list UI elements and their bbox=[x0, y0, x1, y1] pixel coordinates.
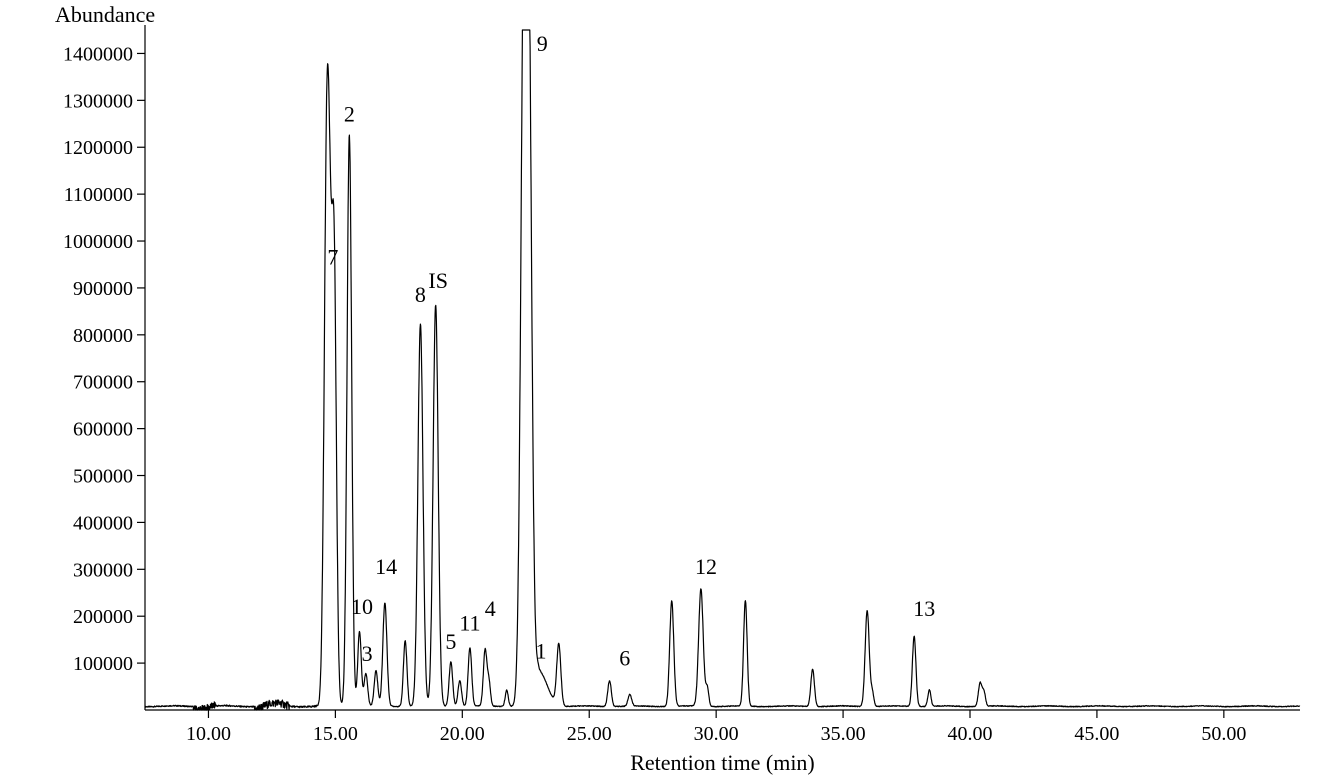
x-tick-label: 35.00 bbox=[821, 723, 866, 745]
x-tick-label: 15.00 bbox=[313, 723, 358, 745]
peak-label: 4 bbox=[485, 596, 496, 621]
peak-label: 3 bbox=[362, 641, 373, 666]
y-tick-label: 1400000 bbox=[63, 43, 133, 65]
peak-label: 14 bbox=[375, 554, 397, 579]
y-tick-label: 100000 bbox=[73, 653, 133, 675]
peak-label: 10 bbox=[351, 594, 373, 619]
peak-label: 9 bbox=[537, 31, 548, 56]
y-tick-label: 1200000 bbox=[63, 137, 133, 159]
peak-label: 5 bbox=[445, 629, 456, 654]
x-tick-label: 30.00 bbox=[694, 723, 739, 745]
x-tick-label: 40.00 bbox=[948, 723, 993, 745]
x-tick-label: 25.00 bbox=[567, 723, 612, 745]
y-tick-label: 500000 bbox=[73, 466, 133, 488]
peak-label: IS bbox=[428, 268, 448, 293]
y-tick-label: 900000 bbox=[73, 278, 133, 300]
peak-label: 12 bbox=[695, 554, 717, 579]
chromatogram-chart: 100000 200000 300000 400000 500000 600000 7000… bbox=[0, 0, 1336, 781]
y-tick-label: 800000 bbox=[73, 325, 133, 347]
peak-label: 1 bbox=[536, 638, 547, 663]
peak-label: 2 bbox=[344, 101, 355, 126]
x-tick-label: 20.00 bbox=[440, 723, 485, 745]
y-tick-label: 600000 bbox=[73, 419, 133, 441]
y-tick-label: 200000 bbox=[73, 606, 133, 628]
y-axis-title: Abundance bbox=[55, 2, 155, 27]
chromatogram-trace bbox=[145, 30, 1300, 710]
peak-label: 13 bbox=[913, 596, 935, 621]
peak-label: 6 bbox=[619, 645, 630, 670]
x-tick-label: 10.00 bbox=[186, 723, 231, 745]
y-tick-label: 400000 bbox=[73, 512, 133, 534]
x-axis-title: Retention time (min) bbox=[630, 750, 815, 775]
y-tick-label: 1300000 bbox=[63, 90, 133, 112]
y-tick-label: 1100000 bbox=[64, 184, 133, 206]
y-tick-label: 700000 bbox=[73, 372, 133, 394]
x-tick-label: 50.00 bbox=[1201, 723, 1246, 745]
peak-label: 8 bbox=[415, 282, 426, 307]
y-tick-label: 300000 bbox=[73, 559, 133, 581]
peak-label: 7 bbox=[327, 244, 338, 269]
y-tick-label: 1000000 bbox=[63, 231, 133, 253]
peak-label: 11 bbox=[459, 610, 480, 635]
x-tick-label: 45.00 bbox=[1074, 723, 1119, 745]
